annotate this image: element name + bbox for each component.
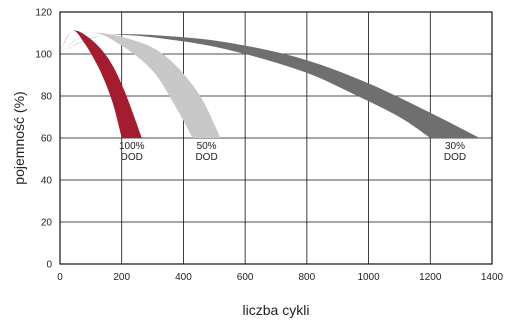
y-tick-label-3: 60: [41, 134, 53, 145]
series-band-0: [60, 34, 480, 138]
x-tick-label-5: 1000: [357, 272, 380, 283]
x-tick-label-3: 600: [237, 272, 254, 283]
x-tick-label-4: 800: [299, 272, 316, 283]
x-tick-label-6: 1200: [419, 272, 442, 283]
y-axis-title: pojemność (%): [11, 91, 27, 184]
x-tick-label-0: 0: [57, 272, 63, 283]
y-tick-label-4: 80: [41, 92, 53, 103]
y-tick-label-1: 20: [41, 218, 53, 229]
x-axis-ticks: 0 200 400 600 800 1000 1200 1400: [57, 272, 503, 283]
series-label-0-line-1: DOD: [444, 152, 466, 163]
series-label-2-line-0: 100%: [119, 141, 145, 152]
series-label-0-line-0: 30%: [445, 141, 465, 152]
series-band-1: [60, 32, 221, 138]
plot-border: [59, 11, 493, 265]
series-label-1-line-0: 50%: [197, 141, 217, 152]
x-tick-label-1: 200: [113, 272, 130, 283]
plot-frame: [59, 11, 493, 265]
x-tick-label-7: 1400: [481, 272, 504, 283]
series-areas: [60, 30, 480, 138]
y-tick-label-6: 120: [35, 8, 52, 19]
y-tick-label-5: 100: [35, 50, 52, 61]
x-axis-title: liczba cykli: [243, 302, 310, 318]
y-tick-label-2: 40: [41, 176, 53, 187]
series-label-1-line-1: DOD: [195, 152, 217, 163]
y-tick-label-0: 0: [46, 260, 52, 271]
x-tick-label-2: 400: [175, 272, 192, 283]
series-label-2-line-1: DOD: [121, 152, 143, 163]
y-axis-ticks: 0 20 40 60 80 100 120: [35, 8, 52, 271]
series-band-2: [60, 30, 142, 138]
